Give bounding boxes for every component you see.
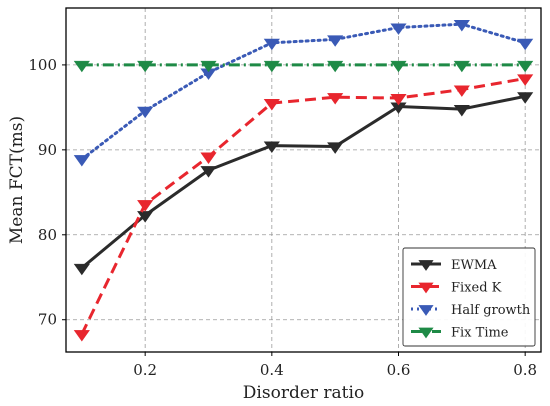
x-tick-label: 0.2 (133, 361, 157, 379)
plot-frame (65, 7, 542, 353)
data-point (517, 38, 534, 51)
legend: EWMA Fixed K Half growth Fix Time (402, 247, 536, 347)
legend-marker (418, 305, 434, 316)
data-point (390, 93, 407, 106)
data-point (200, 166, 217, 178)
series-fix-time (73, 60, 534, 73)
data-point (517, 74, 534, 86)
data-point (73, 60, 90, 73)
legend-entry-fix-time: Fix Time (411, 326, 509, 341)
data-point (327, 35, 344, 47)
data-point (200, 60, 217, 73)
data-point (73, 263, 90, 276)
legend-entry-ewma: EWMA (411, 258, 497, 273)
legend-marker (418, 260, 434, 271)
data-point (453, 104, 470, 117)
y-tick-label: 90 (38, 141, 57, 159)
data-point (137, 106, 154, 119)
data-point (453, 20, 470, 32)
legend-label: Fix Time (451, 326, 509, 341)
data-point (327, 142, 344, 154)
data-point (517, 60, 534, 73)
y-axis-label: Mean FCT(ms) (7, 116, 27, 244)
legend-label: Half growth (451, 303, 531, 318)
data-point (73, 330, 90, 342)
series-ewma (73, 92, 534, 276)
y-tick-label: 70 (38, 311, 57, 329)
series-half-growth (73, 20, 534, 167)
data-point (327, 60, 344, 73)
x-tick-label: 0.4 (260, 361, 284, 379)
legend-marker (418, 282, 434, 294)
data-point (453, 85, 470, 97)
data-point (137, 200, 154, 212)
data-point (453, 60, 470, 73)
legend-label: Fixed K (451, 281, 502, 296)
legend-marker (418, 327, 434, 339)
x-axis-label: Disorder ratio (243, 383, 364, 403)
series-line (80, 94, 526, 270)
data-point (390, 23, 407, 35)
y-tick-label: 80 (38, 226, 57, 244)
series-line (80, 77, 526, 335)
legend-entry-half-growth: Half growth (411, 303, 531, 318)
legend-label: EWMA (451, 258, 497, 273)
data-point (517, 92, 534, 104)
series-fixed-k (73, 74, 534, 342)
data-point (263, 38, 280, 51)
x-tick-label: 0.6 (387, 361, 411, 379)
data-series (73, 20, 534, 342)
axis-ticks: 0.2 0.4 0.6 0.8 70 80 90 100 (28, 56, 537, 379)
legend-box (402, 247, 536, 347)
data-point (137, 60, 154, 73)
data-point (73, 155, 90, 167)
data-point (327, 93, 344, 105)
x-tick-label: 0.8 (513, 361, 537, 379)
data-point (263, 99, 280, 111)
data-point (263, 60, 280, 73)
data-point (390, 60, 407, 73)
legend-entry-fixed-k: Fixed K (411, 281, 502, 296)
data-point (200, 152, 217, 165)
series-line (80, 22, 527, 161)
y-tick-label: 100 (28, 56, 57, 74)
data-point (263, 141, 280, 153)
